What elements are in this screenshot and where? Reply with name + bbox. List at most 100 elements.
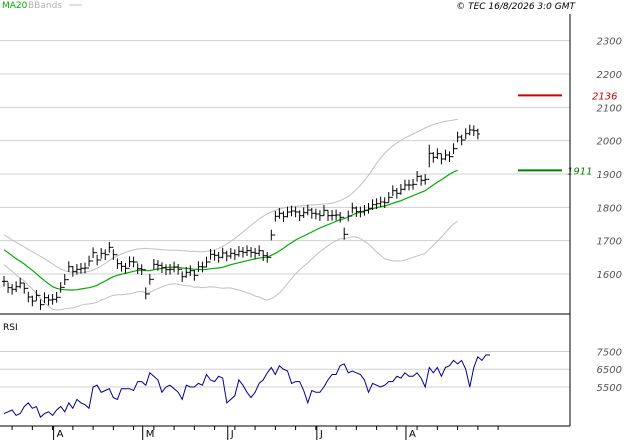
price-bar <box>180 268 185 282</box>
price-bar <box>249 247 254 258</box>
price-bar <box>58 282 63 298</box>
bb-upper-line <box>3 118 458 274</box>
price-bar <box>83 262 87 274</box>
price-bar <box>2 276 6 287</box>
price-bar <box>342 216 347 240</box>
price-tick-label: 2100 <box>597 103 622 114</box>
price-bar <box>443 149 448 161</box>
price-bar <box>111 246 116 260</box>
rsi-polyline <box>3 354 490 418</box>
price-bar <box>131 256 136 268</box>
rsi-tick-label: 6500 <box>597 365 622 376</box>
price-bar <box>289 205 294 217</box>
price-bar <box>435 148 440 159</box>
price-bar <box>168 264 173 275</box>
price-bar <box>91 247 96 262</box>
price-bar <box>261 250 266 261</box>
rsi-tick-label: 7500 <box>597 347 622 358</box>
price-bar <box>14 281 19 292</box>
price-bar <box>321 205 326 217</box>
price-bar <box>317 210 322 221</box>
price-bar <box>208 249 213 263</box>
price-bar <box>78 263 83 274</box>
copyright-text: © TEC 16/8/2026 3:0 GMT <box>456 2 576 12</box>
price-bar <box>257 245 262 256</box>
price-bar <box>164 264 168 275</box>
price-bar <box>192 270 197 281</box>
price-bar <box>350 202 355 217</box>
price-bar <box>6 280 11 293</box>
month-label: J <box>319 429 323 440</box>
price-bar <box>135 261 140 274</box>
price-bar <box>334 209 339 221</box>
price-bar <box>467 124 472 136</box>
ma20-line <box>3 169 458 291</box>
price-bar <box>74 264 79 275</box>
price-bar <box>18 277 23 289</box>
price-bar <box>99 248 104 261</box>
price-bar <box>451 143 456 158</box>
price-bar <box>326 209 330 221</box>
price-tick-label: 1800 <box>597 203 622 214</box>
price-bar <box>95 252 100 266</box>
price-bar <box>228 248 233 259</box>
price-bar <box>143 269 148 300</box>
price-bar <box>46 294 51 306</box>
price-bar <box>415 171 420 185</box>
price-bar <box>10 284 15 295</box>
price-bar <box>22 282 27 294</box>
rsi-tick-label: 5500 <box>597 383 622 394</box>
price-bar <box>285 206 290 218</box>
price-bar <box>362 205 367 216</box>
price-bar <box>447 151 452 162</box>
price-bar <box>236 246 241 257</box>
price-tick-label: 2200 <box>597 70 622 81</box>
month-label: J <box>230 429 234 440</box>
price-bar <box>224 250 229 262</box>
price-bar <box>358 206 363 218</box>
price-bar <box>253 248 258 259</box>
price-bar <box>232 249 237 260</box>
month-label: A <box>409 429 416 440</box>
price-bar <box>42 292 47 306</box>
price-bar <box>277 208 282 219</box>
price-bar <box>147 274 152 295</box>
price-bar <box>309 208 314 219</box>
rsi-title: RSI <box>3 323 18 333</box>
price-bar <box>155 260 160 271</box>
price-bar <box>463 128 468 141</box>
price-bar <box>66 261 71 281</box>
price-bar <box>119 261 124 272</box>
price-bar <box>240 247 245 258</box>
price-bar <box>475 128 480 140</box>
price-bar <box>159 262 164 273</box>
price-bar <box>427 144 432 180</box>
price-bar <box>176 264 181 275</box>
price-tick-label: 2300 <box>597 37 622 48</box>
price-bar <box>200 261 205 273</box>
price-bar <box>459 134 464 146</box>
rsi-panel <box>3 354 490 418</box>
price-bar <box>281 211 286 222</box>
resistance-label: 2136 <box>592 91 617 102</box>
price-bar <box>38 294 43 310</box>
price-levels: 2136 1911 <box>518 91 617 177</box>
axes: 1600 1700 1800 1900 2000 2100 2200 2300 5500 6500… <box>0 14 622 440</box>
price-bar <box>115 254 120 269</box>
price-bar <box>330 210 335 221</box>
price-bar <box>34 290 39 302</box>
price-bar <box>188 265 193 276</box>
price-bar <box>123 263 128 274</box>
price-bar <box>402 179 407 191</box>
price-bar <box>407 179 411 191</box>
price-bar <box>204 256 209 268</box>
month-label: A <box>57 429 64 440</box>
price-bar <box>26 287 31 303</box>
price-bar <box>220 247 225 259</box>
price-bar <box>423 174 428 185</box>
price-bar <box>107 242 112 256</box>
price-tick-label: 1600 <box>597 270 622 281</box>
price-bar <box>297 210 302 221</box>
